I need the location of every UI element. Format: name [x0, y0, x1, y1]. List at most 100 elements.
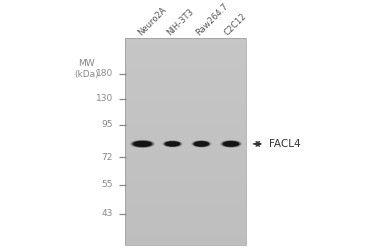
Bar — [125, 82, 246, 84]
Text: 43: 43 — [101, 210, 113, 218]
Bar — [125, 84, 246, 87]
Bar — [125, 191, 246, 194]
Bar — [125, 66, 246, 69]
Text: NIH-3T3: NIH-3T3 — [165, 8, 195, 38]
Bar — [125, 160, 246, 162]
Bar — [125, 121, 246, 124]
Ellipse shape — [131, 140, 154, 147]
Bar — [125, 74, 246, 77]
Bar — [125, 38, 246, 40]
Ellipse shape — [134, 142, 151, 146]
Bar — [125, 118, 246, 121]
Text: 130: 130 — [95, 94, 113, 103]
Bar — [125, 206, 246, 209]
Ellipse shape — [194, 142, 208, 146]
Bar — [125, 53, 246, 56]
Text: 72: 72 — [101, 153, 113, 162]
Text: MW
(kDa): MW (kDa) — [74, 59, 99, 79]
Ellipse shape — [195, 142, 208, 146]
Bar — [125, 46, 246, 48]
Bar — [125, 105, 246, 108]
Bar — [125, 235, 246, 238]
Bar — [125, 157, 246, 160]
Bar — [125, 43, 246, 46]
Bar — [125, 69, 246, 71]
Bar — [125, 126, 246, 129]
Bar — [125, 201, 246, 204]
Ellipse shape — [166, 142, 179, 146]
Bar — [125, 186, 246, 188]
Bar — [125, 152, 246, 154]
Bar — [125, 58, 246, 61]
Ellipse shape — [223, 141, 239, 146]
Bar — [125, 100, 246, 103]
Bar — [125, 38, 246, 246]
Text: Neuro2A: Neuro2A — [136, 6, 168, 38]
Bar — [125, 232, 246, 235]
Bar — [125, 77, 246, 79]
Bar — [125, 136, 246, 139]
Bar — [125, 238, 246, 240]
Bar — [125, 165, 246, 168]
Bar — [125, 240, 246, 243]
Ellipse shape — [221, 141, 241, 147]
Bar — [125, 40, 246, 43]
Bar — [125, 176, 246, 178]
Bar — [125, 144, 246, 147]
Bar — [125, 110, 246, 113]
Bar — [125, 108, 246, 110]
Bar — [125, 168, 246, 170]
Bar — [125, 183, 246, 186]
Text: 180: 180 — [95, 70, 113, 78]
Bar — [125, 61, 246, 64]
Bar — [125, 188, 246, 191]
Ellipse shape — [223, 142, 238, 146]
Bar — [125, 212, 246, 214]
Bar — [125, 95, 246, 98]
Bar — [125, 103, 246, 105]
Bar — [125, 134, 246, 136]
Bar — [125, 173, 246, 176]
Bar — [125, 204, 246, 206]
Bar — [125, 98, 246, 100]
Bar — [125, 194, 246, 196]
Bar — [125, 180, 246, 183]
Text: 55: 55 — [101, 180, 113, 189]
Bar — [125, 56, 246, 58]
Bar — [125, 162, 246, 165]
Ellipse shape — [224, 142, 238, 146]
Text: 95: 95 — [101, 120, 113, 129]
Bar — [125, 243, 246, 246]
Bar — [125, 139, 246, 142]
Bar — [125, 87, 246, 90]
Bar — [125, 113, 246, 116]
Bar — [125, 209, 246, 212]
Ellipse shape — [165, 142, 180, 146]
Ellipse shape — [135, 142, 150, 146]
Bar — [125, 79, 246, 82]
Ellipse shape — [194, 141, 209, 146]
Bar — [125, 225, 246, 227]
Text: FACL4: FACL4 — [270, 139, 301, 149]
Text: Raw264.7: Raw264.7 — [194, 2, 229, 38]
Bar — [125, 154, 246, 157]
Ellipse shape — [166, 142, 179, 146]
Bar — [125, 48, 246, 51]
Bar — [125, 92, 246, 95]
Ellipse shape — [163, 141, 182, 147]
Bar — [125, 196, 246, 199]
Bar — [125, 64, 246, 66]
Bar — [125, 147, 246, 150]
Bar — [125, 170, 246, 173]
Bar — [125, 220, 246, 222]
Ellipse shape — [132, 141, 152, 147]
Bar — [125, 142, 246, 144]
Bar — [125, 217, 246, 220]
Text: C2C12: C2C12 — [223, 12, 249, 38]
Bar — [125, 230, 246, 232]
Bar — [125, 214, 246, 217]
Bar — [125, 116, 246, 118]
Bar — [125, 150, 246, 152]
Bar — [125, 222, 246, 225]
Bar — [125, 51, 246, 53]
